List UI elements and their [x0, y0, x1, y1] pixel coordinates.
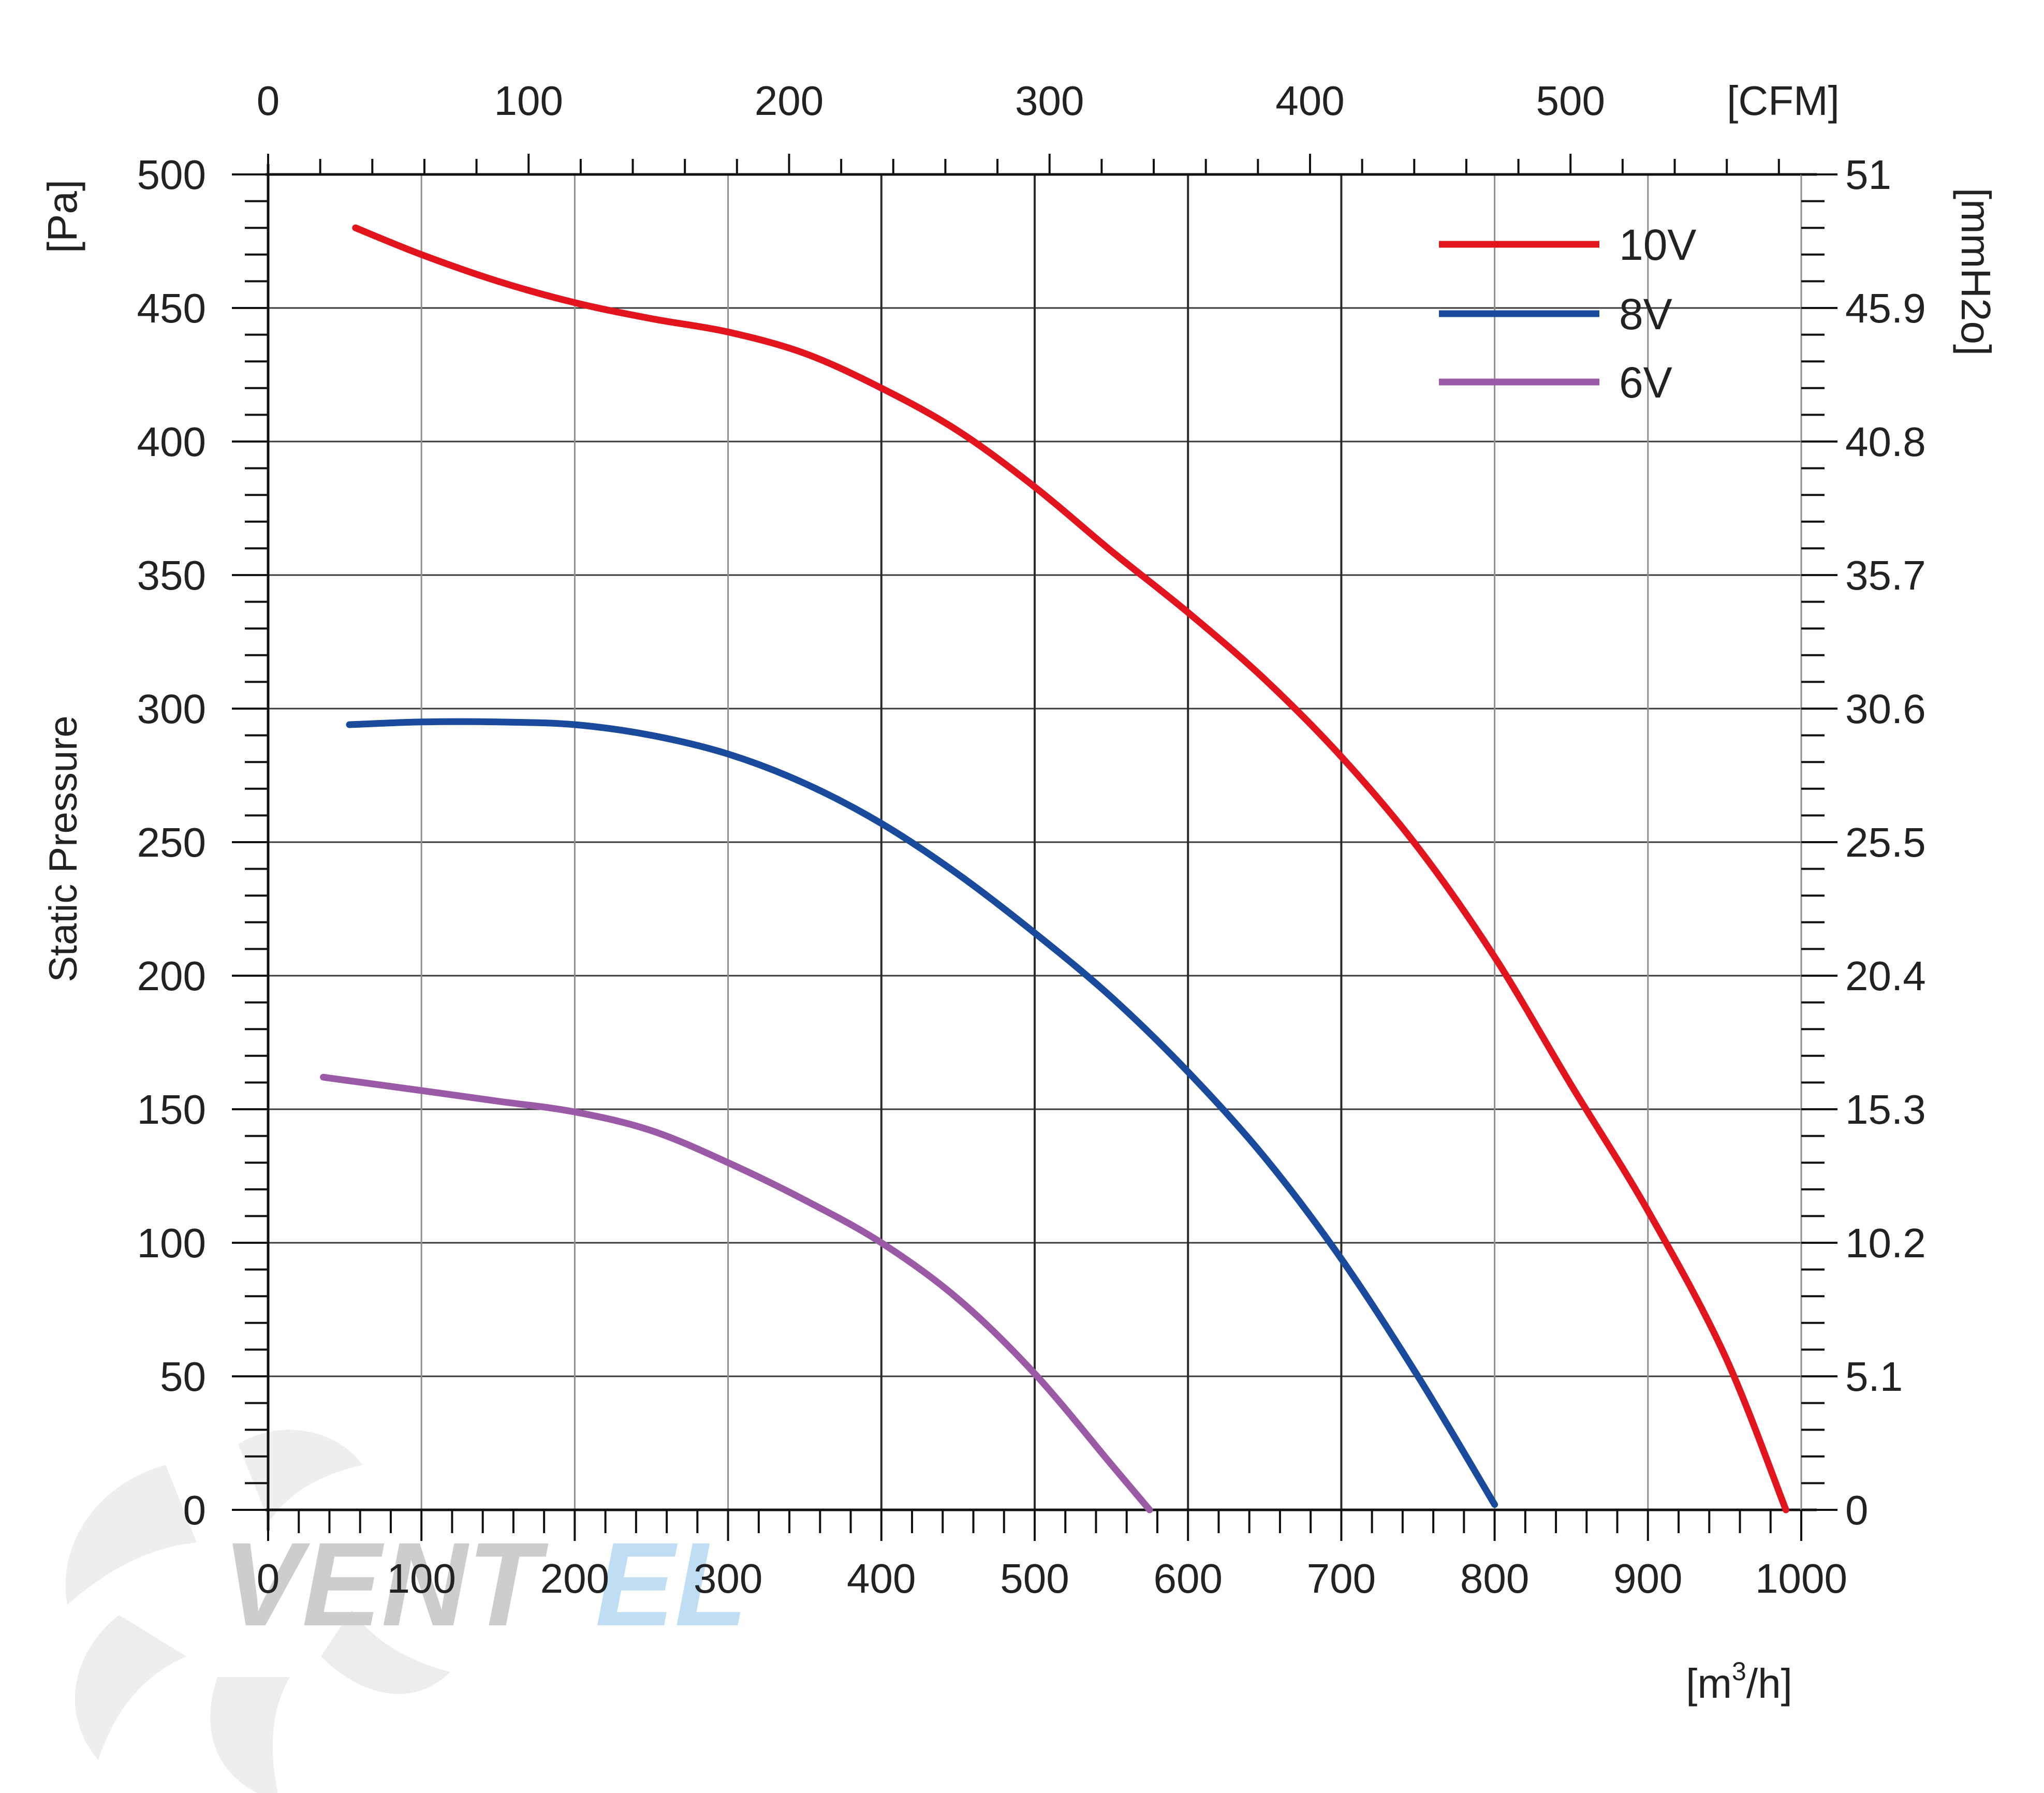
series-line-6v	[320, 1074, 1153, 1513]
x-tick-label: 700	[1307, 1555, 1376, 1601]
legend-label-10v: 10V	[1619, 221, 1696, 269]
axes: 0 50 100 150 200 250 300 350 400 450 500 0 5.1 10.2 15…	[137, 78, 1926, 1601]
legend-label-8v: 8V	[1619, 290, 1672, 339]
x2-tick-label: 100	[494, 78, 563, 124]
fan-blades-icon	[65, 1430, 450, 1793]
x-unit-tail: /h]	[1746, 1660, 1792, 1707]
x2-tick-label: 400	[1275, 78, 1344, 124]
y-tick-label: 50	[160, 1354, 206, 1400]
x-tick-label: 400	[847, 1555, 916, 1601]
x2-tick-label: 500	[1536, 78, 1605, 124]
y-tick-label: 100	[137, 1220, 206, 1266]
y-axis-title: Static Pressure	[41, 715, 85, 982]
x-tick-label: 500	[1000, 1555, 1069, 1601]
x-tick-label: 1000	[1755, 1555, 1847, 1601]
watermark-text-blue: EL	[595, 1518, 747, 1651]
x-tick-label: 600	[1153, 1555, 1222, 1601]
series-layer	[320, 224, 1789, 1513]
y2-tick-label: 45.9	[1845, 285, 1926, 331]
y2-tick-label: 15.3	[1845, 1086, 1926, 1133]
legend-label-6v: 6V	[1619, 358, 1672, 407]
x-tick-label: 0	[257, 1555, 280, 1601]
series-line-10v	[352, 224, 1789, 1513]
x-tick-label: 800	[1460, 1555, 1529, 1601]
y-axis-unit-label: [Pa]	[39, 180, 85, 253]
x-unit-base: [m	[1686, 1660, 1732, 1707]
y2-tick-label: 10.2	[1845, 1220, 1926, 1266]
legend: 10V 8V 6V	[1439, 221, 1696, 407]
x-unit-sup: 3	[1732, 1657, 1746, 1686]
y2-tick-label: 20.4	[1845, 953, 1926, 999]
y2-tick-label: 30.6	[1845, 686, 1926, 732]
y-tick-label: 500	[137, 152, 206, 198]
x-tick-label: 900	[1613, 1555, 1682, 1601]
y-tick-label: 300	[137, 686, 206, 732]
y-tick-label: 150	[137, 1086, 206, 1133]
y-tick-label: 0	[183, 1487, 207, 1533]
series-line-8v	[346, 718, 1498, 1508]
watermark-text-gray: VENT	[223, 1518, 549, 1651]
y-tick-label: 450	[137, 285, 206, 331]
y-tick-label: 400	[137, 419, 206, 465]
x2-axis-unit-label: [CFM]	[1727, 78, 1840, 124]
y2-tick-label: 51	[1845, 152, 1891, 198]
y2-tick-label: 0	[1845, 1487, 1869, 1533]
y2-tick-label: 25.5	[1845, 819, 1926, 865]
y-tick-label: 350	[137, 552, 206, 598]
x-tick-label: 200	[540, 1555, 609, 1601]
x-tick-label: 100	[387, 1555, 455, 1601]
grid	[268, 173, 1802, 1511]
y2-tick-label: 35.7	[1845, 552, 1926, 598]
y-tick-label: 250	[137, 819, 206, 865]
x2-tick-label: 200	[755, 78, 824, 124]
watermark-logo: VENT EL	[65, 1430, 747, 1793]
y2-tick-label: 5.1	[1845, 1354, 1903, 1400]
x-tick-label: 300	[694, 1555, 762, 1601]
y2-axis-unit-label: [mmH2o]	[1953, 188, 1999, 356]
x2-tick-label: 300	[1015, 78, 1084, 124]
y-tick-label: 200	[137, 953, 206, 999]
y2-tick-label: 40.8	[1845, 419, 1926, 465]
x-axis-unit-label: [m3/h]	[1686, 1657, 1792, 1707]
x2-tick-label: 0	[257, 78, 280, 124]
